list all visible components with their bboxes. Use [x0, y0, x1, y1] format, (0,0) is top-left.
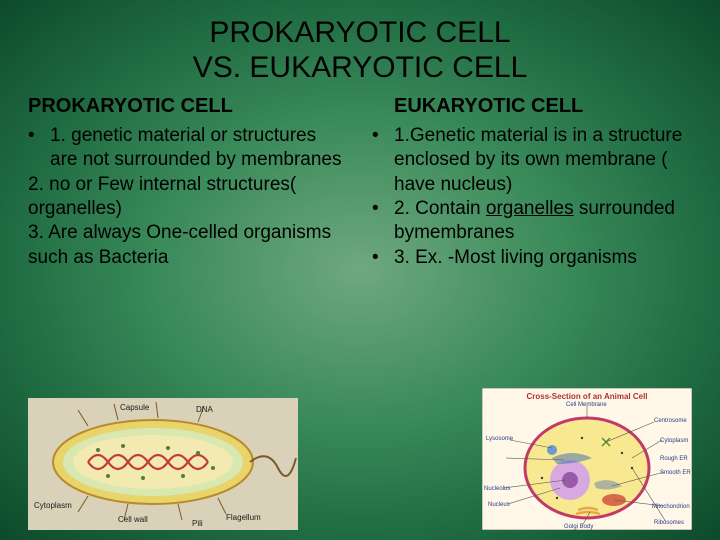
title-line-2: VS. EUKARYOTIC CELL: [193, 51, 528, 84]
lbl-nucleus: Nucleus: [488, 502, 510, 508]
right-heading: EUKARYOTIC CELL: [394, 95, 692, 118]
lbl-cytoplasm-e: Cytoplasm: [660, 438, 688, 444]
lbl-pili: Pili: [192, 519, 203, 528]
right-b3-text: 3. Ex. -Most living organisms: [394, 246, 692, 270]
eukaryote-diagram: Cross-Section of an Animal Cell: [482, 388, 692, 530]
left-bullet-1: • 1. genetic material or structures are …: [28, 124, 348, 173]
lbl-dna: DNA: [196, 405, 214, 414]
right-diagram-wrap: Cross-Section of an Animal Cell: [372, 388, 692, 530]
left-diagram-wrap: Capsule Cytoplasm Cell wall DNA Flagellu…: [28, 398, 348, 530]
columns: PROKARYOTIC CELL • 1. genetic material o…: [28, 95, 692, 530]
lysosome: [547, 445, 557, 455]
left-heading: PROKARYOTIC CELL: [28, 95, 348, 118]
lbl-centrosome: Centrosome: [654, 418, 687, 424]
lbl-lysosome: Lysosome: [486, 436, 514, 442]
lbl-mito: Mitochondrion: [652, 504, 690, 510]
slide-title: PROKARYOTIC CELL VS. EUKARYOTIC CELL: [28, 16, 692, 85]
lbl-capsule: Capsule: [120, 403, 150, 412]
left-body: • 1. genetic material or structures are …: [28, 124, 348, 270]
bullet-mark: •: [372, 197, 394, 246]
lbl-golgi: Golgi Body: [564, 524, 593, 530]
lbl-ribo: Ribosomes: [654, 520, 684, 526]
euk-title: Cross-Section of an Animal Cell: [526, 392, 647, 401]
right-body: • 1.Genetic material is in a structure e…: [372, 124, 692, 270]
right-b2-text: 2. Contain organelles surrounded bymembr…: [394, 197, 692, 246]
left-column: PROKARYOTIC CELL • 1. genetic material o…: [28, 95, 348, 530]
left-b1-text: 1. genetic material or structures are no…: [50, 124, 348, 173]
lbl-nucleolus: Nucleolus: [484, 486, 510, 492]
lbl-rough-er: Rough ER: [660, 456, 688, 462]
bullet-mark: •: [372, 124, 394, 197]
right-column: EUKARYOTIC CELL • 1.Genetic material is …: [372, 95, 692, 530]
right-bullet-2: • 2. Contain organelles surrounded bymem…: [372, 197, 692, 246]
prokaryote-diagram: Capsule Cytoplasm Cell wall DNA Flagellu…: [28, 398, 298, 530]
lbl-smooth-er: Smooth ER: [660, 470, 691, 476]
lbl-flagellum: Flagellum: [226, 513, 261, 522]
left-p4: such as Bacteria: [28, 246, 348, 270]
underline-organelles: organelles: [486, 198, 574, 219]
left-p2: 2. no or Few internal structures( organe…: [28, 173, 348, 222]
title-line-1: PROKARYOTIC CELL: [209, 16, 510, 49]
right-bullet-1: • 1.Genetic material is in a structure e…: [372, 124, 692, 197]
right-b1-text: 1.Genetic material is in a structure enc…: [394, 124, 692, 197]
lbl-membrane: Cell Membrane: [566, 402, 607, 408]
right-bullet-3: • 3. Ex. -Most living organisms: [372, 246, 692, 270]
cytoplasm-shape: [73, 435, 233, 489]
bullet-mark: •: [28, 124, 50, 173]
lbl-cytoplasm: Cytoplasm: [34, 501, 72, 510]
lbl-cellwall: Cell wall: [118, 515, 148, 524]
bullet-mark: •: [372, 246, 394, 270]
left-p3: 3. Are always One-celled organisms: [28, 221, 348, 245]
